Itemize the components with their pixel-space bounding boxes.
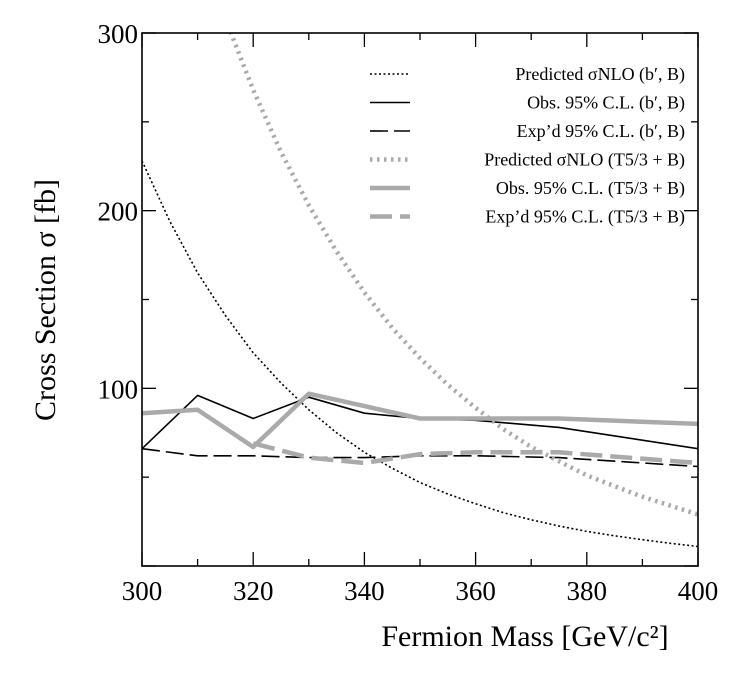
legend: Predicted σNLO (b′, B) Obs. 95% C.L. (b′,… [370, 64, 685, 228]
tick-labels-layer: 300 320 340 360 380 400 100 200 300 [98, 19, 719, 606]
series-2-line [142, 394, 698, 450]
x-tick-label: 340 [344, 576, 385, 606]
y-axis-label: Cross Section σ [fb] [29, 179, 62, 421]
y-tick-label: 300 [98, 19, 139, 49]
plot-frame [141, 32, 699, 567]
x-tick-label: 320 [233, 576, 274, 606]
x-tick-label: 360 [455, 576, 496, 606]
legend-label: Obs. 95% C.L. (b′, B) [527, 93, 685, 114]
x-tick-label: 400 [678, 576, 719, 606]
x-tick-label: 300 [122, 576, 163, 606]
legend-label: Predicted σNLO (b′, B) [515, 64, 685, 85]
legend-label: Obs. 95% C.L. (T5/3 + B) [496, 178, 685, 199]
legend-label: Predicted σNLO (T5/3 + B) [484, 150, 685, 171]
series-6-line [252, 441, 698, 466]
y-tick-label: 200 [98, 197, 139, 227]
x-tick-label: 380 [567, 576, 608, 606]
series-layer [142, 33, 698, 548]
y-tick-label: 100 [98, 374, 139, 404]
ticks-layer [141, 32, 699, 567]
legend-label: Exp’d 95% C.L. (T5/3 + B) [485, 207, 685, 228]
x-axis-label: Fermion Mass [GeV/c²] [381, 620, 668, 653]
series-3-line [142, 447, 698, 468]
series-5-line [142, 391, 698, 450]
legend-label: Exp’d 95% C.L. (b′, B) [517, 121, 685, 142]
